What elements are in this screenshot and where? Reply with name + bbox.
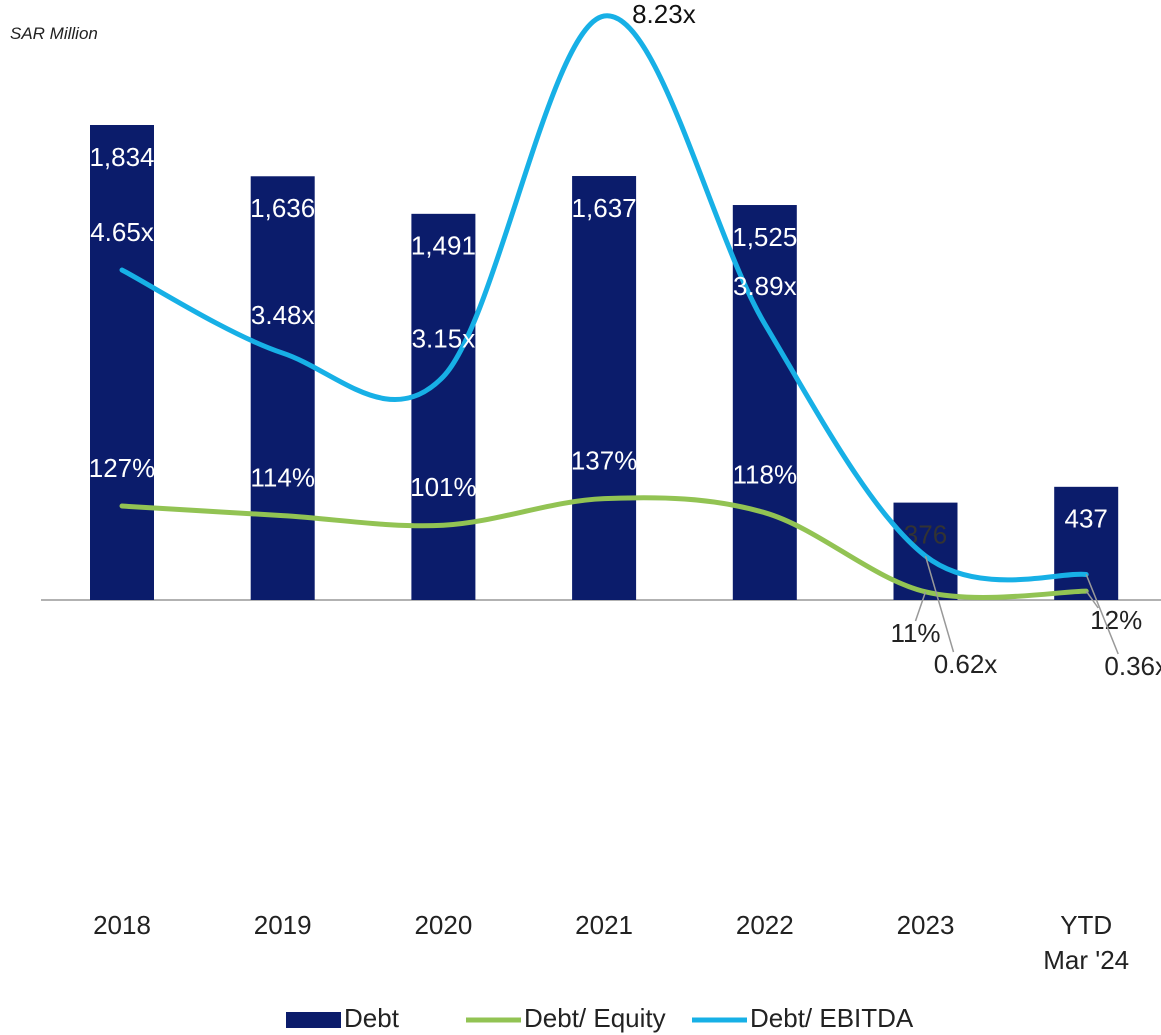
x-tick-label: 2020 [414,910,473,940]
line-value-label: 3.48x [251,300,315,330]
legend-swatch [286,1012,341,1028]
x-tick-label: 2022 [735,910,794,940]
line-value-label: 127% [89,453,156,483]
line-value-label: 3.89x [733,271,797,301]
line-value-label: 8.23x [632,0,696,29]
line-value-label: 0.36x [1104,651,1161,681]
line-value-label: 137% [571,445,638,475]
bar [572,176,637,600]
line-value-label: 3.15x [412,323,476,353]
line-value-label: 101% [410,472,477,502]
y-axis-label: SAR Million [10,24,98,43]
bar [411,213,476,600]
bar [90,124,154,600]
leader-line [1085,590,1099,609]
bar-value-label: 1,834 [89,142,154,172]
line-value-label: 4.65x [90,217,154,247]
x-tick-label: 2019 [253,910,312,940]
leader-line [1085,574,1119,655]
x-tick-label: 2023 [896,910,955,940]
legend-label: Debt/ Equity [524,1003,666,1033]
x-tick-label: YTD Mar '24 [1043,910,1130,975]
line-value-label: 0.62x [934,649,998,679]
line-value-label: 11% [890,618,940,648]
bar [250,176,315,600]
legend-label: Debt [344,1003,400,1033]
line-value-label: 12% [1090,605,1142,635]
line-value-label: 114% [250,463,315,493]
x-tick-label: 2018 [93,910,151,940]
bar-value-label: 1,636 [250,193,315,223]
bar-value-label: 437 [1065,504,1108,534]
line-value-label: 118% [733,460,798,490]
line-series [119,13,1089,583]
bar-value-label: 1,637 [572,193,637,223]
bar-value-label: 1,491 [411,231,476,261]
bar [732,205,797,600]
bar [1054,486,1119,600]
bar-value-label: 1,525 [732,222,797,252]
x-tick-label: 2021 [575,910,634,940]
leader-line [924,555,955,653]
legend-label: Debt/ EBITDA [750,1003,914,1033]
leader-line [914,591,927,622]
